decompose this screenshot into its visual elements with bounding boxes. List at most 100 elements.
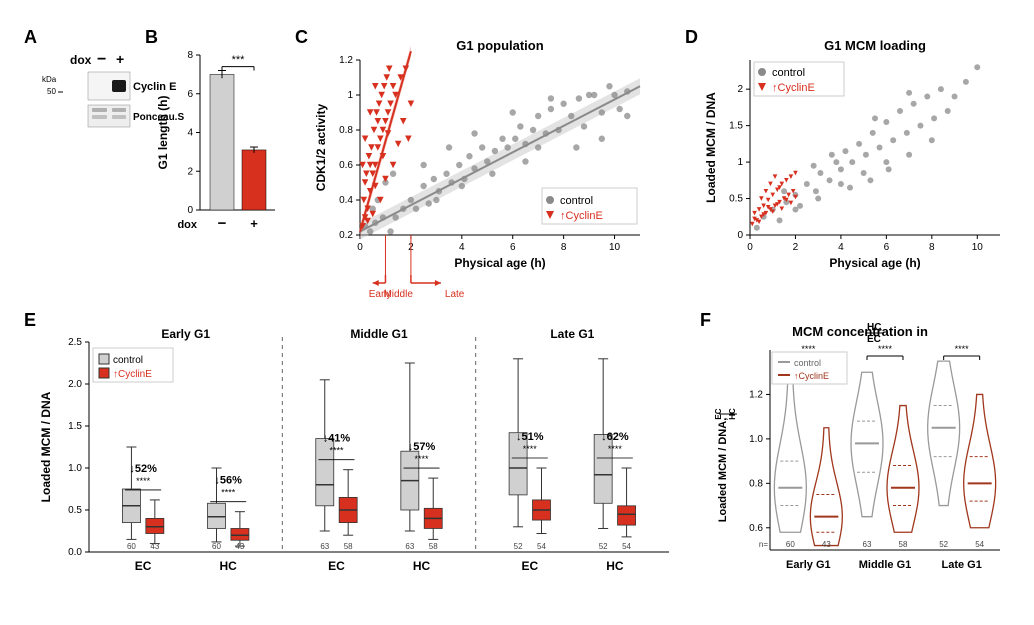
svg-text:2.5: 2.5 — [68, 337, 82, 348]
svg-text:58: 58 — [344, 542, 353, 551]
svg-text:control: control — [772, 67, 805, 79]
svg-text:G1 MCM loading: G1 MCM loading — [824, 38, 926, 53]
svg-text:1.0: 1.0 — [68, 463, 82, 474]
svg-text:Physical age (h): Physical age (h) — [829, 256, 920, 270]
svg-text:2.0: 2.0 — [68, 379, 82, 390]
svg-text:6: 6 — [884, 242, 890, 253]
panel-d: G1 MCM loading024681000.511.52Physical a… — [700, 32, 1020, 272]
svg-text:control: control — [794, 358, 821, 368]
svg-text:↑CyclinE: ↑CyclinE — [560, 210, 603, 222]
svg-text:EC: EC — [135, 559, 152, 573]
svg-text:CDK1/2 activity: CDK1/2 activity — [314, 103, 328, 191]
svg-text:0: 0 — [357, 242, 363, 253]
svg-text:****: **** — [329, 446, 344, 456]
svg-text:****: **** — [523, 444, 538, 454]
svg-text:54: 54 — [975, 540, 984, 549]
svg-text:EC: EC — [521, 559, 538, 573]
svg-text:63: 63 — [405, 542, 414, 551]
svg-text:10: 10 — [609, 242, 621, 253]
svg-text:58: 58 — [899, 540, 908, 549]
svg-text:↑CyclinE: ↑CyclinE — [772, 82, 815, 94]
panel-a: dox − + kDa 50 Cyclin E Ponceau.S — [30, 50, 140, 170]
svg-text:10: 10 — [972, 242, 984, 253]
svg-text:control: control — [560, 195, 593, 207]
svg-text:0.6: 0.6 — [749, 523, 763, 534]
svg-text:Loaded MCM / DNA: Loaded MCM / DNA — [39, 391, 53, 502]
svg-text:Late G1: Late G1 — [550, 327, 594, 341]
svg-text:0.2: 0.2 — [339, 230, 353, 241]
svg-text:1.2: 1.2 — [339, 55, 353, 66]
svg-text:2: 2 — [793, 242, 799, 253]
svg-text:kDa: kDa — [42, 75, 57, 84]
svg-text:0.6: 0.6 — [339, 160, 353, 171]
svg-text:****: **** — [415, 454, 430, 464]
svg-text:1: 1 — [737, 157, 743, 168]
svg-text:MCM concentration in: MCM concentration in — [792, 324, 928, 339]
svg-text:43: 43 — [822, 540, 831, 549]
svg-text:6: 6 — [187, 89, 193, 100]
svg-text:8: 8 — [561, 242, 567, 253]
svg-text:0.8: 0.8 — [339, 125, 353, 136]
panel-label-c: C — [295, 27, 308, 48]
svg-text:43: 43 — [235, 542, 244, 551]
svg-text:52: 52 — [514, 542, 523, 551]
svg-text:dox: dox — [177, 219, 197, 231]
svg-text:***: *** — [232, 54, 246, 66]
svg-text:8: 8 — [187, 50, 193, 61]
svg-text:HC: HC — [413, 559, 431, 573]
svg-text:G1 length (h): G1 length (h) — [156, 96, 170, 170]
svg-text:52: 52 — [599, 542, 608, 551]
svg-text:****: **** — [608, 444, 623, 454]
svg-text:****: **** — [878, 344, 893, 354]
svg-text:8: 8 — [929, 242, 935, 253]
svg-text:control: control — [113, 355, 143, 366]
svg-text:58: 58 — [429, 542, 438, 551]
svg-text:60: 60 — [786, 540, 795, 549]
svg-text:Middle: Middle — [383, 289, 413, 300]
svg-text:43: 43 — [150, 542, 159, 551]
svg-text:0.5: 0.5 — [729, 194, 743, 205]
svg-text:0.8: 0.8 — [749, 478, 763, 489]
svg-text:4: 4 — [459, 242, 465, 253]
svg-text:63: 63 — [320, 542, 329, 551]
panel-label-d: D — [685, 27, 698, 48]
svg-text:2: 2 — [187, 166, 193, 177]
svg-text:1: 1 — [347, 90, 353, 101]
svg-text:Late G1: Late G1 — [941, 559, 981, 571]
svg-text:−: − — [97, 51, 106, 68]
svg-text:Late: Late — [445, 289, 465, 300]
svg-text:EC: EC — [714, 408, 723, 419]
svg-text:Middle G1: Middle G1 — [859, 559, 912, 571]
svg-text:↓52%: ↓52% — [129, 463, 157, 475]
svg-text:0.5: 0.5 — [68, 505, 82, 516]
svg-text:****: **** — [221, 488, 236, 498]
panel-e: 0.00.51.01.52.02.5Loaded MCM / DNAEarly … — [34, 320, 684, 600]
svg-text:6: 6 — [510, 242, 516, 253]
svg-text:0: 0 — [187, 205, 193, 216]
svg-text:4: 4 — [187, 128, 193, 139]
svg-text:1.0: 1.0 — [749, 434, 763, 445]
svg-text:1.2: 1.2 — [749, 389, 763, 400]
svg-text:↑CyclinE: ↑CyclinE — [794, 371, 829, 381]
svg-text:Loaded MCM / DNA: Loaded MCM / DNA — [704, 92, 718, 203]
panel-label-a: A — [24, 27, 37, 48]
svg-text:****: **** — [955, 344, 970, 354]
panel-b: 02468***G1 length (h)dox−+ — [155, 40, 285, 240]
svg-text:HC: HC — [606, 559, 624, 573]
svg-text:****: **** — [136, 476, 151, 486]
svg-text:↓57%: ↓57% — [408, 441, 436, 453]
svg-text:Physical age (h): Physical age (h) — [454, 256, 545, 270]
svg-text:54: 54 — [537, 542, 546, 551]
svg-text:50: 50 — [47, 87, 56, 96]
svg-text:↑CyclinE: ↑CyclinE — [113, 369, 152, 380]
svg-text:0: 0 — [737, 230, 743, 241]
svg-text:60: 60 — [127, 542, 136, 551]
svg-text:0: 0 — [747, 242, 753, 253]
svg-text:4: 4 — [838, 242, 844, 253]
svg-text:0.4: 0.4 — [339, 195, 353, 206]
svg-text:60: 60 — [212, 542, 221, 551]
svg-text:↓51%: ↓51% — [516, 431, 544, 443]
svg-text:HC: HC — [220, 559, 238, 573]
svg-text:↓62%: ↓62% — [601, 431, 629, 443]
svg-text:2: 2 — [737, 84, 743, 95]
